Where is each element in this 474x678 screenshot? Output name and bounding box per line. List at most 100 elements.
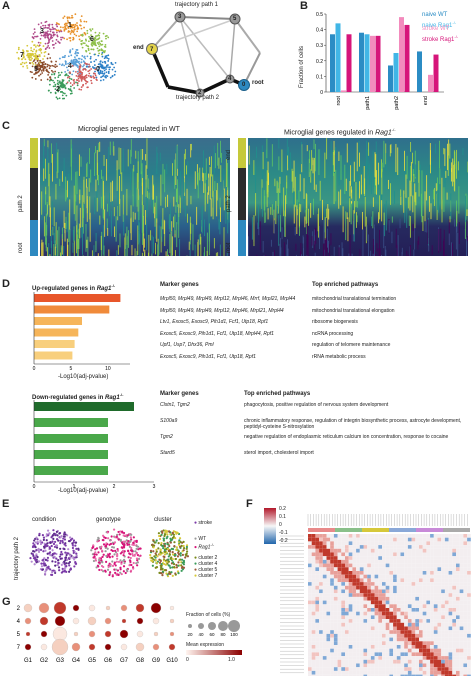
scatter-point (163, 534, 166, 538)
heatmap-streak (169, 233, 171, 254)
umap-point (36, 55, 39, 58)
scatter-point (170, 538, 174, 541)
heatmap-streak (273, 220, 275, 234)
heatmap-cell (444, 541, 449, 546)
dot (53, 601, 67, 615)
heatmap-cell (433, 667, 438, 671)
heatmap-cell (348, 582, 353, 586)
heatmap-cell (452, 615, 456, 620)
heatmap-cell (374, 608, 379, 612)
heatmap-cell (437, 545, 442, 549)
umap-point (80, 43, 83, 46)
bar (428, 74, 433, 92)
heatmap-streak (66, 220, 68, 233)
cluster-label: 7 (20, 52, 24, 59)
heatmap-streak (190, 195, 192, 205)
heatmap-cell (422, 567, 427, 571)
heatmap-cell (419, 541, 423, 546)
heatmap-cell (326, 600, 331, 605)
heatmap-cell (419, 645, 423, 649)
heatmap-streak (383, 212, 385, 226)
heatmap-streak (167, 254, 169, 256)
scatter-point (72, 557, 75, 560)
heatmap-streak (186, 165, 187, 175)
heatmap-cell (315, 652, 320, 657)
heatmap-cell (404, 567, 408, 571)
heatmap-cell (441, 674, 445, 676)
scatter-point (66, 534, 69, 537)
umap-point (109, 76, 112, 79)
heatmap-cell (467, 563, 471, 568)
heatmap-cell (456, 552, 460, 557)
heatmap-cell (378, 541, 382, 546)
scatter-point (132, 536, 135, 539)
heatmap-streak (202, 172, 204, 182)
heatmap-streak (128, 230, 129, 248)
heatmap-cell (404, 589, 408, 594)
umap-point (92, 48, 94, 51)
heatmap-cell (322, 652, 327, 657)
heatmap-streak (141, 252, 143, 256)
heatmap-streak (376, 243, 378, 252)
heatmap-cell (348, 674, 353, 676)
scatter-point (47, 534, 50, 537)
heatmap-cell (426, 559, 431, 564)
heatmap-cell (333, 637, 338, 642)
heatmap-streak (313, 139, 315, 150)
heatmap-cell (363, 637, 368, 642)
scatter-point (118, 533, 121, 536)
umap-point (40, 22, 43, 24)
heatmap-streak (356, 142, 358, 172)
heatmap-cell (467, 619, 471, 623)
scatter-point (135, 552, 138, 555)
heatmap-streak (130, 171, 132, 190)
heatmap-cell (330, 622, 334, 627)
col-label: G7 (120, 658, 129, 664)
umap-point (68, 17, 71, 19)
heatmap-streak (46, 201, 48, 217)
heatmap-cell (333, 674, 338, 676)
umap-point (101, 64, 103, 67)
umap-point (58, 80, 61, 83)
heatmap-cell (385, 663, 390, 668)
heatmap-streak (223, 168, 225, 197)
heatmap-cell (393, 593, 397, 597)
heatmap-streak (293, 204, 295, 224)
heatmap-cell (467, 663, 471, 668)
heatmap-streak (453, 164, 455, 182)
heatmap-cell (330, 596, 334, 601)
umap-point (70, 90, 73, 92)
heatmap-cell (352, 652, 357, 657)
heatmap-cell (311, 641, 316, 645)
heatmap-cell (374, 541, 379, 546)
heatmap-cell (326, 637, 331, 642)
umap-point (77, 66, 79, 69)
heatmap-cell (385, 645, 390, 649)
heatmap-cell (426, 630, 431, 634)
umap-point (69, 49, 72, 51)
heatmap-cell (385, 548, 390, 553)
heatmap-cell (385, 578, 390, 583)
umap-point (63, 15, 66, 18)
heatmap-cell (437, 656, 442, 660)
heatmap-cell (359, 652, 364, 657)
heatmap-cell (400, 622, 405, 627)
heatmap-streak (443, 187, 445, 212)
heatmap-streak (118, 147, 120, 170)
heatmap-cell (315, 567, 320, 571)
heatmap-streak (319, 149, 321, 168)
scatter-point (62, 535, 66, 538)
heatmap-cell (419, 659, 423, 664)
heatmap-cell (352, 641, 357, 645)
heatmap-cell (333, 534, 338, 538)
col-label: G4 (72, 658, 81, 664)
umap-point (85, 65, 88, 68)
heatmap-cell (393, 571, 397, 575)
heatmap-cell (352, 622, 357, 627)
heatmap-cell (419, 619, 423, 623)
heatmap-cell (337, 663, 342, 668)
bar (34, 351, 73, 360)
heatmap-cell (407, 578, 412, 583)
heatmap-cell (437, 667, 442, 671)
heatmap-cell (363, 541, 368, 546)
